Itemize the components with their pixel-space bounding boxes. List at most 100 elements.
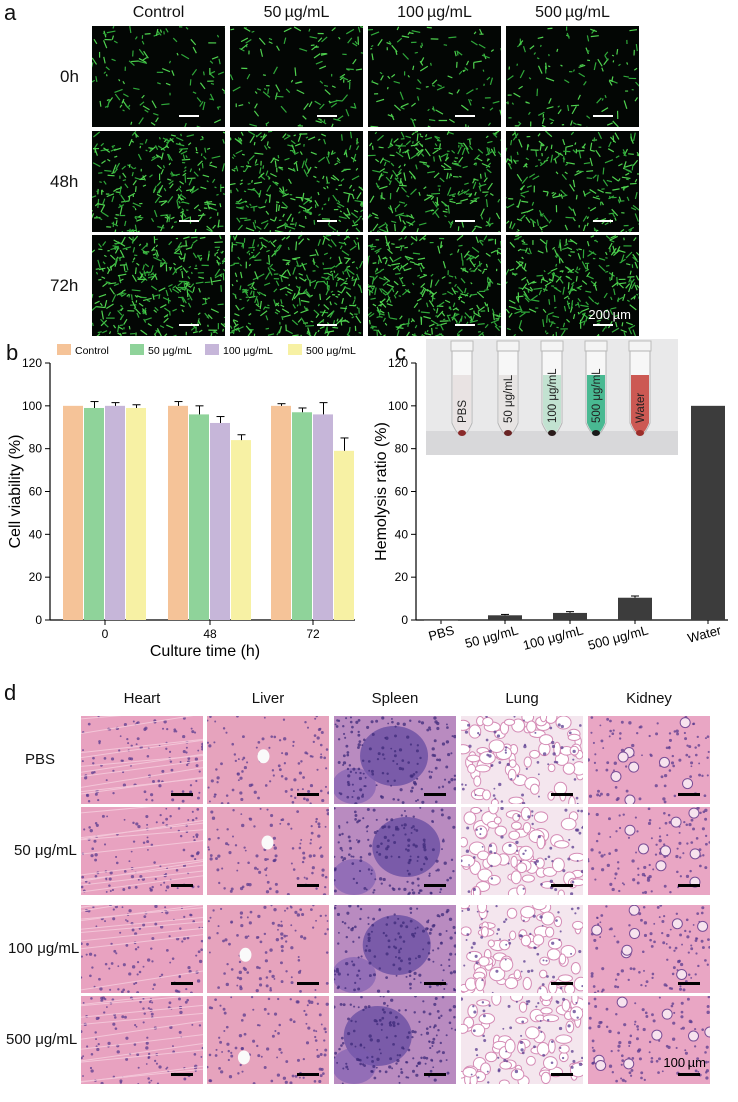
tube-label: 500 μg/mL	[591, 368, 603, 423]
scale-bar	[593, 324, 613, 326]
y-tick-label: 0	[401, 613, 408, 627]
scale-bar	[179, 115, 199, 117]
fluo-column-label: Control	[132, 4, 185, 21]
tube-cap	[496, 340, 520, 352]
scale-bar	[171, 793, 193, 796]
he-stain-image: 100 µm	[588, 996, 710, 1084]
x-tick-label: 72	[306, 627, 320, 641]
bar	[271, 405, 291, 620]
bar	[553, 612, 587, 620]
he-stain-image	[81, 996, 203, 1084]
scale-bar	[179, 220, 199, 222]
x-tick-label: 48	[203, 627, 217, 641]
scale-bar	[424, 982, 446, 985]
he-stain-image	[334, 807, 456, 895]
scale-bar	[171, 884, 193, 887]
scale-bar	[317, 324, 337, 326]
he-stain-image	[81, 905, 203, 993]
tube-pellet	[458, 430, 466, 436]
fluorescence-image	[92, 235, 225, 336]
x-axis-label: Culture time (h)	[150, 643, 260, 660]
fluorescence-image	[92, 26, 225, 127]
he-stain-image	[461, 905, 583, 993]
he-row-label: PBS	[25, 751, 56, 768]
tube-cap	[584, 340, 608, 352]
he-stain-image	[207, 807, 329, 895]
he-row-label: 100 μg/mL	[8, 940, 80, 957]
fluorescence-image	[230, 131, 363, 232]
legend-swatch	[288, 344, 302, 355]
y-tick-label: 20	[395, 570, 409, 584]
legend-swatch	[205, 344, 219, 355]
he-stain-image	[207, 996, 329, 1084]
fluo-column-label: 100 µg/mL	[397, 4, 472, 21]
x-tick-label: 0	[102, 627, 109, 641]
scale-bar	[317, 115, 337, 117]
tube-photo-inset: PBS 50 μg/mL 100 μg/mL 500 μg/mL Water	[426, 339, 678, 455]
scale-bar	[678, 793, 700, 796]
fluorescence-image	[506, 131, 639, 232]
scale-bar	[171, 982, 193, 985]
fluorescence-image	[230, 26, 363, 127]
scale-bar	[297, 793, 319, 796]
scale-bar	[455, 220, 475, 222]
y-tick-label: 100	[388, 399, 408, 413]
legend-label: 100 μg/mL	[223, 345, 273, 357]
y-tick-label: 100	[22, 399, 42, 413]
x-tick-label: 50 μg/mL	[463, 622, 519, 651]
bar	[618, 597, 652, 620]
fluo-row-label: 0h	[60, 66, 79, 86]
fluo-row-label: 72h	[50, 275, 79, 295]
scale-bar-label: 100 µm	[663, 1055, 706, 1070]
bar	[84, 407, 104, 620]
legend-label: 50 μg/mL	[148, 345, 192, 357]
scale-bar	[551, 793, 573, 796]
bar	[334, 450, 354, 620]
cell-viability-chart: 0 20 40 60 80 100 120 0 48 72 Control 50 μg/mL 100 μ…	[7, 344, 356, 660]
y-tick-label: 80	[395, 442, 409, 456]
bar	[189, 414, 209, 620]
organ-label: Liver	[251, 690, 285, 707]
y-tick-label: 40	[395, 527, 409, 541]
scale-bar	[593, 220, 613, 222]
tube-pellet	[548, 430, 556, 436]
bar	[424, 620, 458, 621]
fluo-column-label: 500 µg/mL	[535, 4, 610, 21]
scale-bar	[424, 793, 446, 796]
legend-swatch	[130, 344, 144, 355]
tube-pellet	[592, 430, 600, 436]
tube-liquid	[631, 375, 649, 434]
he-stain-image	[334, 905, 456, 993]
tube-liquid	[543, 375, 561, 434]
panel-b-letter: b	[6, 340, 19, 365]
bar	[63, 405, 83, 620]
scale-bar	[297, 1073, 319, 1076]
scale-bar-label: 200 µm	[588, 307, 631, 322]
bar	[292, 412, 312, 620]
legend-swatch	[57, 344, 71, 355]
he-stain-image	[207, 905, 329, 993]
scale-bar	[455, 115, 475, 117]
tube-cap	[628, 340, 652, 352]
he-stain-image	[81, 807, 203, 895]
he-stain-image	[588, 807, 710, 895]
organ-label: Spleen	[371, 690, 419, 707]
tube-label: Water	[635, 393, 647, 423]
y-tick-label: 60	[395, 485, 409, 499]
fluorescence-image	[92, 131, 225, 232]
tube-pellet	[504, 430, 512, 436]
organ-label: Heart	[123, 690, 161, 707]
y-axis-label: Cell viability (%)	[7, 435, 24, 549]
fluo-column-label: 50 µg/mL	[263, 4, 330, 21]
fluorescence-image	[230, 235, 363, 336]
bar	[313, 414, 333, 620]
x-tick-label: 500 μg/mL	[586, 622, 649, 652]
panel-d-letter: d	[4, 680, 17, 705]
bar	[105, 405, 125, 620]
y-axis-label: Hemolysis ratio (%)	[373, 422, 390, 561]
scale-bar	[171, 1073, 193, 1076]
he-stain-image	[207, 716, 329, 804]
bar	[210, 422, 230, 620]
scale-bar	[424, 1073, 446, 1076]
